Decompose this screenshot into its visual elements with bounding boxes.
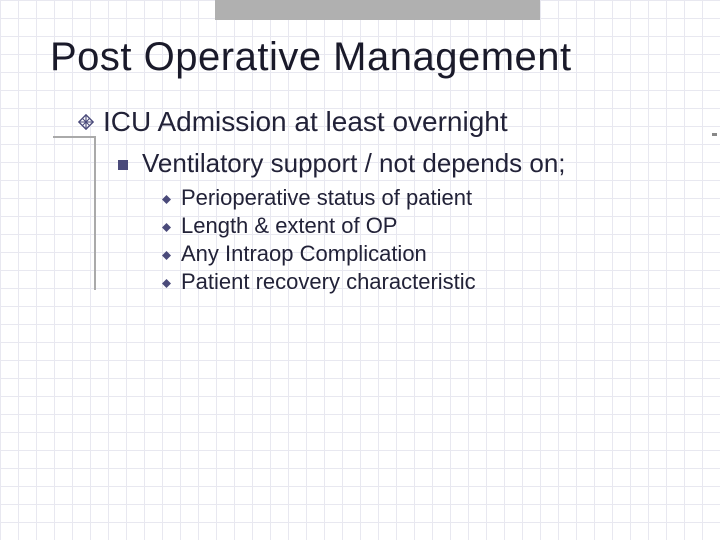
bullet-level1-text: ICU Admission at least overnight <box>103 106 508 138</box>
bullet-level2: Ventilatory support / not depends on; <box>118 148 690 179</box>
bullet-level3-text: Patient recovery characteristic <box>181 269 476 295</box>
bullet-level1: ICU Admission at least overnight <box>78 106 690 138</box>
diamond-icon <box>162 279 171 288</box>
bullet-level3-item: Length & extent of OP <box>162 213 690 239</box>
bullet-level3-item: Perioperative status of patient <box>162 185 690 211</box>
slide-title: Post Operative Management <box>50 35 690 80</box>
bullet-level3-text: Length & extent of OP <box>181 213 397 239</box>
square-icon <box>118 160 128 170</box>
bullet-level3-text: Any Intraop Complication <box>181 241 427 267</box>
bullet-level3-group: Perioperative status of patient Length &… <box>50 185 690 295</box>
bullet-level3-text: Perioperative status of patient <box>181 185 472 211</box>
bullet-level3-item: Patient recovery characteristic <box>162 269 690 295</box>
bullet-level3-item: Any Intraop Complication <box>162 241 690 267</box>
diamond-icon <box>162 251 171 260</box>
slide-content: Post Operative Management ICU Admission … <box>0 0 720 295</box>
diamond-icon <box>162 223 171 232</box>
bullet-level2-text: Ventilatory support / not depends on; <box>142 148 566 179</box>
diamond-icon <box>162 195 171 204</box>
diamond-cross-icon <box>78 114 94 130</box>
